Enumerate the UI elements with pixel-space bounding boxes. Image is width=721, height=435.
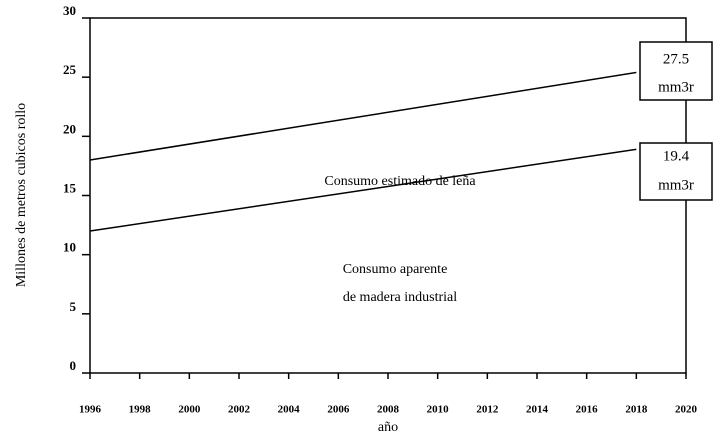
annotation-text: 27.5 — [663, 51, 689, 67]
y-tick-label: 15 — [63, 180, 77, 195]
y-axis-label: Millones de metros cubicos rollo — [14, 103, 29, 287]
series-line — [89, 148, 637, 232]
x-tick-label: 1998 — [129, 404, 152, 416]
y-tick-label: 20 — [63, 121, 76, 136]
x-tick-label: 2020 — [675, 404, 698, 416]
x-tick-label: 2004 — [278, 404, 301, 416]
x-tick-label: 2000 — [178, 404, 201, 416]
y-tick-label: 0 — [70, 358, 77, 373]
y-tick-label: 5 — [70, 299, 77, 314]
annotation-text: Consumo aparente — [343, 262, 448, 277]
annotation-text: de madera industrial — [343, 290, 457, 305]
annotation-text: mm3r — [658, 79, 694, 95]
x-tick-label: 2016 — [576, 404, 599, 416]
x-tick-label: 2012 — [476, 404, 499, 416]
y-tick-label: 10 — [63, 240, 76, 255]
x-axis-label: año — [378, 420, 398, 435]
x-tick-label: 2002 — [228, 404, 251, 416]
x-tick-label: 2006 — [327, 404, 350, 416]
x-tick-label: 1996 — [79, 404, 102, 416]
annotation-text: mm3r — [658, 177, 694, 193]
annotation-text: Consumo estimado de leña — [324, 174, 476, 189]
annotation-box — [639, 41, 713, 101]
x-tick-label: 2014 — [526, 404, 549, 416]
x-tick-label: 2018 — [625, 404, 648, 416]
annotation-box — [639, 142, 713, 201]
x-tick-label: 2008 — [377, 404, 400, 416]
y-tick-label: 25 — [63, 62, 77, 77]
series-line — [89, 71, 637, 161]
x-tick-label: 2010 — [427, 404, 450, 416]
y-tick-label: 30 — [63, 3, 76, 18]
annotation-text: 19.4 — [663, 148, 690, 164]
